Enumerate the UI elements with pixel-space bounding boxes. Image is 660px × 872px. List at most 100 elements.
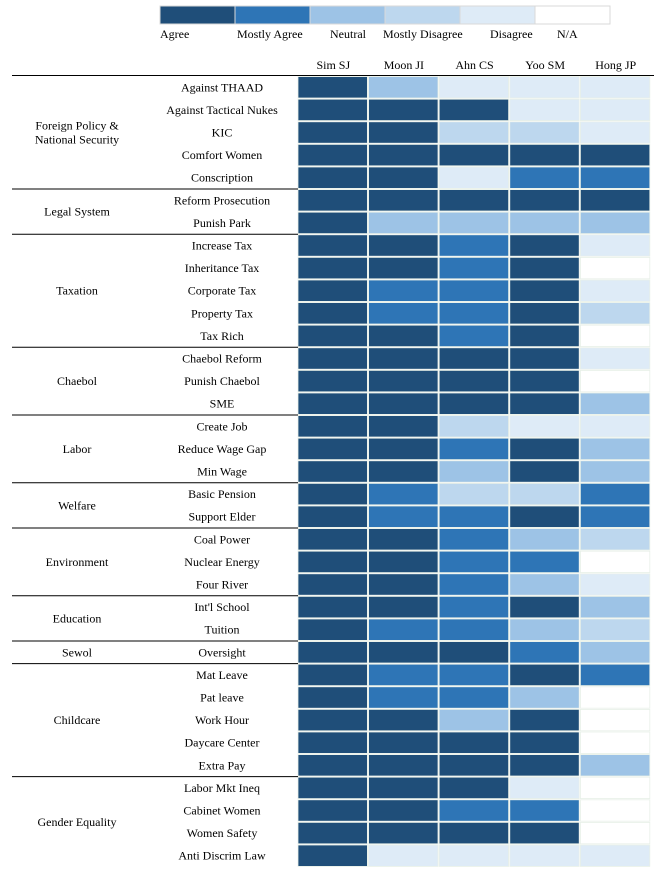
issue-label: Create Job xyxy=(197,419,248,433)
legend-swatch xyxy=(309,5,386,25)
heatmap-cell xyxy=(368,799,439,822)
issue-label: Extra Pay xyxy=(199,758,246,772)
heatmap-cell xyxy=(368,98,439,121)
issue-label: Anti Discrim Law xyxy=(178,849,266,863)
heatmap-cell xyxy=(297,347,368,370)
issue-label: Cabinet Women xyxy=(183,804,260,818)
heatmap-cell xyxy=(368,460,439,483)
heatmap-cell xyxy=(509,121,580,144)
heatmap-cell xyxy=(580,98,651,121)
heatmap-cell xyxy=(297,437,368,461)
heatmap-cell xyxy=(438,324,510,348)
group-label: Environment xyxy=(46,555,109,569)
heatmap-cell xyxy=(368,573,439,596)
heatmap-cell xyxy=(580,437,651,461)
heatmap-cell xyxy=(297,143,368,167)
legend-label: Neutral xyxy=(330,27,367,41)
legend-swatch xyxy=(159,5,236,25)
heatmap-cell xyxy=(580,121,651,144)
heatmap-cell xyxy=(580,460,651,483)
issue-label: Tax Rich xyxy=(200,329,243,343)
heatmap-cell xyxy=(297,776,368,800)
issue-label: Nuclear Energy xyxy=(184,555,259,569)
group-label: Labor xyxy=(63,442,92,456)
heatmap-cell xyxy=(509,528,580,551)
heatmap-cell xyxy=(580,505,651,528)
legend-label: N/A xyxy=(557,27,578,41)
heatmap-cell xyxy=(438,505,510,528)
issue-label: Against Tactical Nukes xyxy=(166,103,278,117)
heatmap-cell xyxy=(580,211,651,234)
issue-label: Comfort Women xyxy=(182,148,262,162)
issue-label: Punish Park xyxy=(193,216,251,230)
heatmap-cell xyxy=(580,799,651,822)
heatmap-cell xyxy=(438,686,510,709)
issue-label: Pat leave xyxy=(200,691,244,705)
heatmap-cell xyxy=(297,76,368,99)
heatmap-cell xyxy=(580,596,651,619)
heatmap-cell xyxy=(297,234,368,257)
heatmap-cell xyxy=(509,641,580,664)
heatmap-cell xyxy=(297,641,368,664)
heatmap-cell xyxy=(297,686,368,709)
heatmap-cell xyxy=(438,415,510,438)
heatmap-cell xyxy=(368,302,439,325)
heatmap-cell xyxy=(368,822,439,845)
group-label: Sewol xyxy=(62,645,93,659)
heatmap-cell xyxy=(509,76,580,99)
issue-label: Reform Prosecution xyxy=(174,193,270,207)
heatmap-cell xyxy=(438,482,510,506)
heatmap-cell xyxy=(368,844,439,867)
heatmap-cell xyxy=(438,369,510,393)
heatmap-cell xyxy=(509,256,580,280)
heatmap-cell xyxy=(580,573,651,596)
heatmap-cell xyxy=(368,211,439,234)
heatmap-cell xyxy=(509,844,580,867)
heatmap-cell xyxy=(509,799,580,822)
heatmap-cell xyxy=(438,189,510,212)
heatmap-cell xyxy=(368,76,439,99)
heatmap-cell xyxy=(509,166,580,189)
heatmap-cell xyxy=(438,166,510,189)
heatmap-cell xyxy=(368,709,439,732)
heatmap-cell xyxy=(509,731,580,754)
heatmap-cell xyxy=(297,822,368,845)
heatmap-cell xyxy=(580,663,651,687)
heatmap-cell xyxy=(297,460,368,483)
issue-label: Support Elder xyxy=(189,510,256,524)
issue-label: Increase Tax xyxy=(192,239,253,253)
heatmap-cell xyxy=(368,437,439,461)
heatmap-cell xyxy=(368,596,439,619)
heatmap-cell xyxy=(368,731,439,754)
heatmap-cell xyxy=(438,573,510,596)
separator-lines xyxy=(12,75,654,778)
heatmap-cell xyxy=(368,143,439,167)
group-label: Chaebol xyxy=(57,374,98,388)
heatmap-cell xyxy=(368,641,439,664)
heatmap-cell xyxy=(438,822,510,845)
heatmap-cell xyxy=(297,505,368,528)
group-label: Gender Equality xyxy=(38,815,117,829)
heatmap-cell xyxy=(509,392,580,415)
issue-label: Four River xyxy=(196,578,248,592)
heatmap-cell xyxy=(297,256,368,280)
heatmap-cell xyxy=(580,166,651,189)
heatmap-cell xyxy=(368,663,439,687)
heatmap-cell xyxy=(368,482,439,506)
issue-label: Women Safety xyxy=(187,826,258,840)
heatmap-cell xyxy=(438,776,510,800)
heatmap-cell xyxy=(438,302,510,325)
heatmap-cell xyxy=(438,460,510,483)
heatmap-cell xyxy=(297,663,368,687)
issue-label: Punish Chaebol xyxy=(184,374,260,388)
heatmap-cell xyxy=(509,663,580,687)
heatmap-cell xyxy=(438,256,510,280)
heatmap-cell xyxy=(438,618,510,641)
heatmap-cell xyxy=(297,98,368,121)
legend-label: Mostly Disagree xyxy=(383,27,463,41)
issue-label: Daycare Center xyxy=(185,736,260,750)
heatmap-cell xyxy=(509,143,580,167)
heatmap-cell xyxy=(509,776,580,800)
issue-label: Chaebol Reform xyxy=(182,352,262,366)
heatmap-cell xyxy=(368,754,439,777)
